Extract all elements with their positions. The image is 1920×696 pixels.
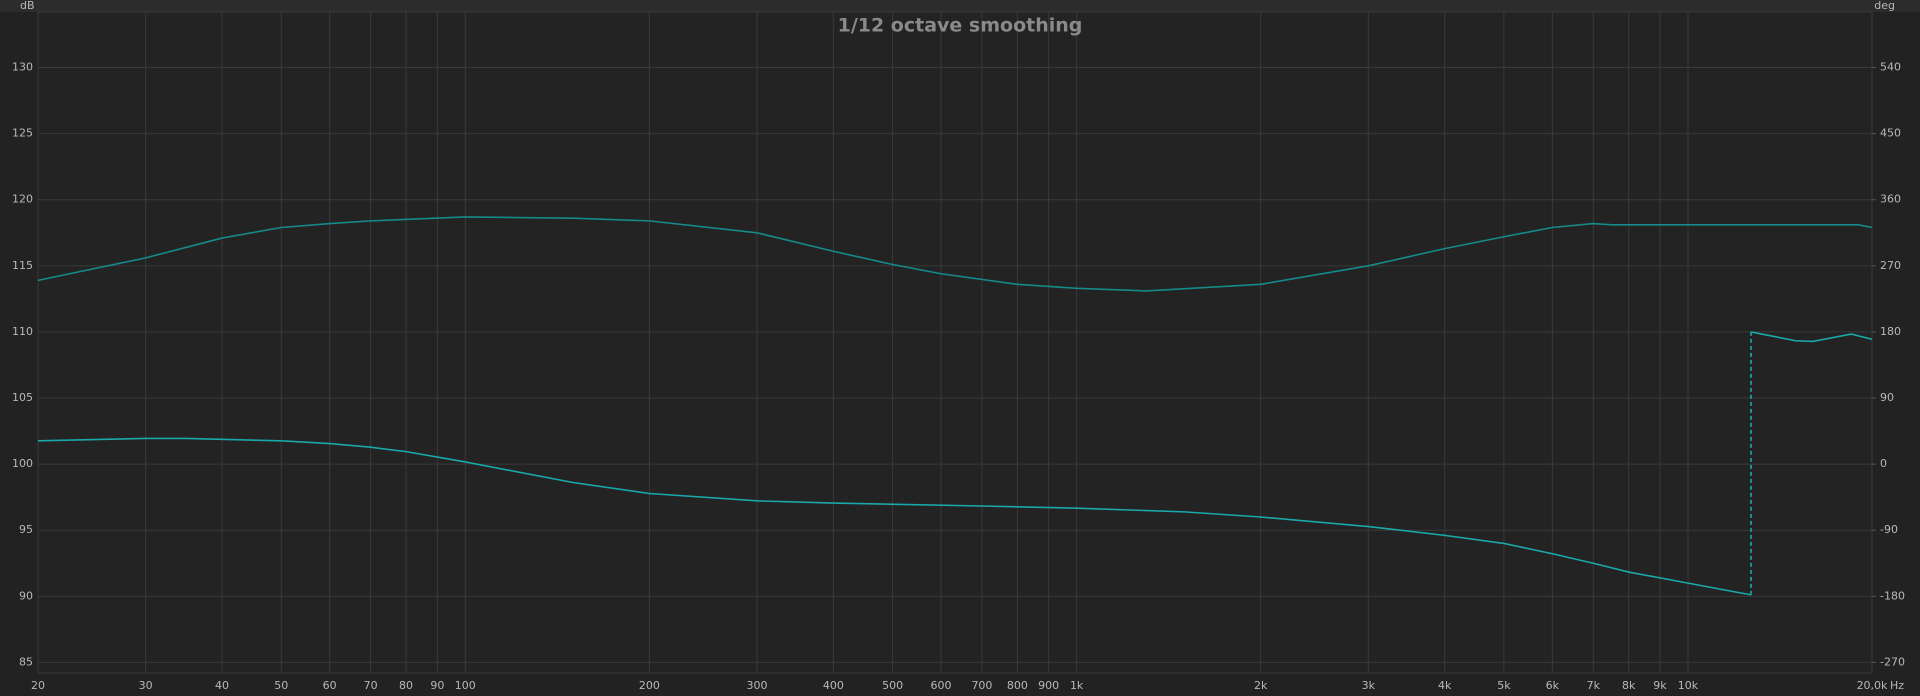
- plot-area: [37, 11, 1873, 674]
- x-tick-label: 70: [364, 679, 378, 692]
- x-tick-label: 400: [823, 679, 844, 692]
- x-tick-label: 6k: [1546, 679, 1560, 692]
- y-tick-label: 125: [12, 127, 33, 140]
- x-tick-label: 7k: [1587, 679, 1601, 692]
- y2-tick-label: 540: [1880, 61, 1901, 74]
- x-tick-label: 2k: [1254, 679, 1268, 692]
- x-tick-label: 80: [399, 679, 413, 692]
- x-tick-label: 8k: [1622, 679, 1636, 692]
- y2-tick-label: 0: [1880, 457, 1887, 470]
- x-tick-label: 90: [430, 679, 444, 692]
- x-axis-unit: Hz: [1890, 679, 1904, 692]
- x-tick-label: 100: [455, 679, 476, 692]
- series-line: [1750, 331, 1873, 343]
- series-line: [37, 216, 1873, 292]
- x-tick-label: 200: [639, 679, 660, 692]
- x-tick-label: 40: [215, 679, 229, 692]
- y-tick-label: 110: [12, 325, 33, 338]
- y-tick-label: 95: [19, 523, 33, 536]
- x-tick-label: 60: [323, 679, 337, 692]
- x-tick-label: 700: [971, 679, 992, 692]
- y2-tick-label: 180: [1880, 325, 1901, 338]
- y-tick-label: 90: [19, 589, 33, 602]
- chart-title: 1/12 octave smoothing: [838, 15, 1083, 37]
- x-tick-label: 4k: [1438, 679, 1452, 692]
- x-tick-label: 600: [931, 679, 952, 692]
- x-tick-label: 30: [139, 679, 153, 692]
- x-tick-label: 5k: [1497, 679, 1511, 692]
- y2-tick-label: 270: [1880, 259, 1901, 272]
- y-tick-label: 115: [12, 259, 33, 272]
- y2-tick-label: -90: [1880, 523, 1898, 536]
- y-tick-label: 120: [12, 193, 33, 206]
- x-tick-label: 20: [31, 679, 45, 692]
- x-tick-label: 20,0k: [1857, 679, 1888, 692]
- x-tick-label: 9k: [1653, 679, 1667, 692]
- y2-tick-label: 90: [1880, 391, 1894, 404]
- y-tick-label: 130: [12, 61, 33, 74]
- x-tick-label: 500: [882, 679, 903, 692]
- x-tick-label: 300: [746, 679, 767, 692]
- y-tick-label: 105: [12, 391, 33, 404]
- x-tick-label: 3k: [1362, 679, 1376, 692]
- y-tick-label: 85: [19, 655, 33, 668]
- x-tick-label: 50: [274, 679, 288, 692]
- y2-tick-label: 450: [1880, 127, 1901, 140]
- y2-tick-label: -270: [1880, 655, 1905, 668]
- top-strip: [0, 0, 1920, 12]
- y2-axis-unit: deg: [1874, 0, 1895, 12]
- y2-tick-label: -180: [1880, 589, 1905, 602]
- x-tick-label: 10k: [1678, 679, 1699, 692]
- y2-tick-label: 360: [1880, 193, 1901, 206]
- x-tick-label: 1k: [1070, 679, 1084, 692]
- series-line: [37, 437, 1752, 596]
- y-axis-unit: dB: [20, 0, 35, 12]
- x-tick-label: 800: [1007, 679, 1028, 692]
- x-tick-label: 900: [1038, 679, 1059, 692]
- y-tick-label: 100: [12, 457, 33, 470]
